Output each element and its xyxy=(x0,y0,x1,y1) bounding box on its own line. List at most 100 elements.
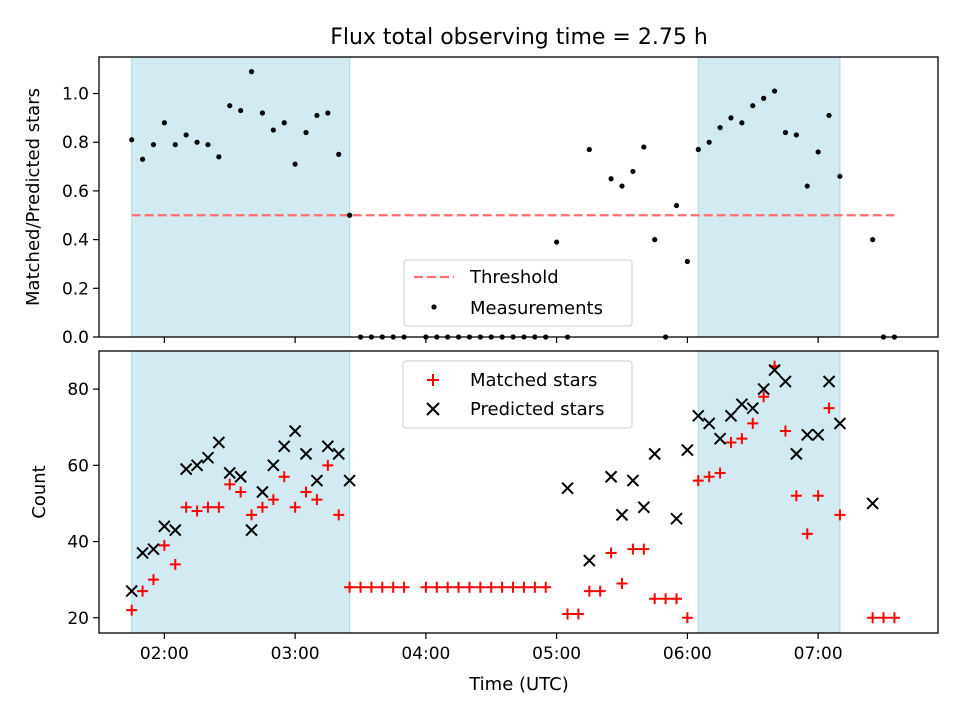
matched-point xyxy=(322,459,334,471)
ratio-legend: Threshold Measurements xyxy=(403,259,633,327)
matched-point xyxy=(355,581,367,593)
measurement-point xyxy=(837,173,843,179)
measurement-point xyxy=(695,146,701,153)
y-tick-label: 80 xyxy=(67,380,89,400)
matched-point xyxy=(605,547,617,559)
plot-frame xyxy=(98,56,939,338)
measurement-point xyxy=(303,129,309,136)
measurement-point xyxy=(172,142,178,148)
predicted-point xyxy=(626,474,640,487)
matched-point xyxy=(638,543,650,555)
predicted-point xyxy=(212,436,226,449)
measurement-point xyxy=(281,120,287,126)
predicted-point xyxy=(822,375,836,388)
predicted-point xyxy=(648,447,661,461)
y-tick-label: 0.6 xyxy=(62,182,89,202)
predicted-point xyxy=(790,447,803,461)
legend-measurements-label: Measurements xyxy=(470,298,603,319)
shaded-window xyxy=(697,350,841,634)
measurement-point xyxy=(619,183,625,189)
measurement-point xyxy=(216,154,222,160)
predicted-point xyxy=(190,459,204,472)
predicted-point xyxy=(125,584,138,598)
matched-point xyxy=(474,581,486,593)
predicted-point xyxy=(299,447,313,461)
y-tick-label: 0.4 xyxy=(62,231,89,251)
matched-point xyxy=(834,509,846,521)
matched-point xyxy=(289,501,301,513)
matched-point xyxy=(878,612,890,624)
predicted-point xyxy=(735,398,749,411)
measurement-point xyxy=(750,103,756,109)
measurement-point xyxy=(150,142,157,148)
matched-point xyxy=(627,543,639,555)
predicted-point xyxy=(332,447,345,461)
matched-point xyxy=(736,433,748,445)
matched-point xyxy=(278,471,290,483)
predicted-point xyxy=(615,508,629,522)
matched-point xyxy=(147,574,159,586)
matched-point xyxy=(572,608,584,620)
matched-point xyxy=(442,581,454,593)
measurement-point xyxy=(826,112,832,119)
measurement-points xyxy=(129,69,898,340)
plot-frame xyxy=(98,350,939,634)
measurement-point xyxy=(129,137,135,143)
legend-predicted-label: Predicted stars xyxy=(470,399,604,420)
y-tick-label: 20 xyxy=(67,609,89,629)
measurement-point xyxy=(314,112,320,119)
y-tick-label: 0.0 xyxy=(62,328,89,348)
measurement-point xyxy=(793,132,799,138)
matched-point xyxy=(300,486,312,498)
matched-point xyxy=(235,486,247,498)
predicted-point xyxy=(768,363,781,377)
matched-point xyxy=(714,467,726,479)
measurement-point xyxy=(554,239,560,245)
matched-point xyxy=(365,581,377,593)
predicted-point xyxy=(746,401,759,415)
count-axes: 02:00 03:00 04:00 05:00 06:00 07:00 20 40 60 80 xyxy=(67,380,842,664)
count-points xyxy=(125,360,900,624)
matched-point xyxy=(420,581,432,593)
measurement-point xyxy=(870,237,876,243)
y-tick-label: 1.0 xyxy=(62,85,89,105)
predicted-point xyxy=(179,462,193,476)
measurement-point xyxy=(586,146,592,153)
predicted-point xyxy=(681,443,694,457)
predicted-point xyxy=(201,451,215,464)
matched-point xyxy=(376,581,388,593)
count-panel: 02:00 03:00 04:00 05:00 06:00 07:00 20 40 60 80 C… xyxy=(29,350,939,695)
measurement-point xyxy=(248,69,255,75)
predicted-point xyxy=(234,470,247,483)
measurement-point xyxy=(717,125,723,131)
measurement-point xyxy=(673,202,680,209)
measurement-point xyxy=(641,144,647,150)
measurement-point xyxy=(183,132,189,138)
measurement-point xyxy=(739,120,745,126)
x-tick-label: 04:00 xyxy=(401,644,450,664)
matched-point xyxy=(463,581,475,593)
predicted-point xyxy=(692,409,705,422)
predicted-point xyxy=(583,554,596,567)
predicted-point xyxy=(321,440,335,453)
ratio-axes: 0.0 0.2 0.4 0.6 0.8 1.0 xyxy=(62,85,819,348)
predicted-point xyxy=(811,428,825,442)
x-axis-label: Time (UTC) xyxy=(468,674,569,695)
predicted-point xyxy=(713,432,727,445)
matched-point xyxy=(540,581,552,593)
matched-point xyxy=(485,581,497,593)
measurement-point xyxy=(238,107,244,114)
predicted-point xyxy=(288,424,302,438)
y-tick-label: 0.2 xyxy=(62,279,89,299)
matched-point xyxy=(256,501,268,513)
y-axis-label: Count xyxy=(29,465,50,518)
chart-title: Flux total observing time = 2.75 h xyxy=(330,25,708,50)
matched-point xyxy=(246,509,258,521)
predicted-point xyxy=(724,409,738,422)
matched-point xyxy=(267,494,279,506)
predicted-point xyxy=(245,523,258,537)
predicted-point xyxy=(866,497,879,510)
predicted-legend-marker xyxy=(426,402,440,416)
predicted-point xyxy=(801,428,814,442)
